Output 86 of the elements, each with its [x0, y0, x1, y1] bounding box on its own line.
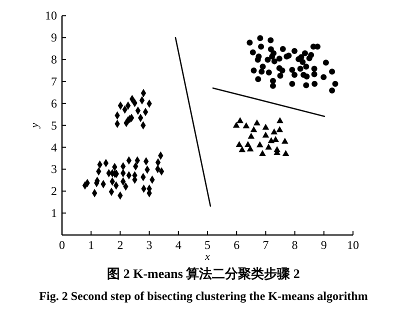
y-axis-title: y [29, 122, 41, 129]
point [236, 141, 243, 148]
point [256, 141, 264, 148]
point [282, 150, 290, 156]
point [311, 71, 318, 78]
y-tick-label: 1 [51, 206, 57, 220]
point [289, 80, 296, 87]
x-tick-label: 1 [88, 238, 94, 252]
point [289, 66, 296, 73]
x-axis-title: x [204, 251, 210, 263]
point [246, 145, 254, 152]
x-tick-label: 3 [146, 238, 152, 252]
y-tick-label: 7 [51, 74, 57, 88]
point [279, 68, 286, 74]
point [269, 53, 276, 60]
point [303, 64, 310, 70]
y-tick-label: 5 [51, 118, 57, 132]
point [258, 44, 264, 50]
point [259, 150, 266, 156]
point [306, 55, 312, 62]
point [297, 66, 304, 72]
point [270, 78, 276, 84]
x-tick-label: 9 [320, 238, 327, 252]
point [268, 137, 275, 144]
text: 图 2 K-means 算法二分聚类步骤 2 [107, 266, 300, 281]
point [246, 40, 253, 46]
point [276, 126, 284, 132]
point [320, 74, 327, 80]
point [270, 82, 276, 89]
point [322, 60, 329, 66]
point [276, 117, 284, 124]
point [244, 141, 252, 148]
point [300, 58, 306, 65]
y-tick-label: 9 [51, 30, 57, 45]
point [260, 64, 266, 70]
x-tick-label: 0 [59, 238, 65, 252]
point [277, 72, 284, 79]
point [242, 122, 250, 128]
y-tick-label: 8 [51, 52, 57, 67]
y-tick-label: 4 [51, 140, 57, 154]
point [250, 49, 256, 56]
point [332, 80, 338, 87]
x-tick-label: 8 [292, 238, 298, 252]
point [265, 144, 272, 150]
y-tick-label: 10 [45, 8, 57, 23]
point [257, 35, 264, 42]
point [282, 138, 288, 144]
point [280, 46, 286, 52]
point [264, 56, 271, 63]
y-tick-label: 6 [51, 96, 57, 110]
point [329, 68, 336, 75]
point [292, 72, 298, 78]
point [255, 76, 262, 82]
point [268, 37, 274, 44]
point [262, 132, 270, 138]
point [248, 132, 255, 139]
point [270, 128, 278, 134]
point [329, 87, 336, 94]
point [302, 50, 308, 56]
point [266, 70, 272, 76]
y-tick-label: 3 [51, 162, 57, 176]
y-tick-label: 2 [51, 184, 57, 198]
x-tick-label: 4 [175, 238, 182, 252]
point [254, 119, 260, 126]
text: Fig. 2 Second step of bisecting clustering the K-means algorithm [39, 289, 368, 303]
x-tick-label: 6 [234, 238, 240, 252]
point [304, 73, 310, 80]
x-tick-label: 5 [204, 238, 210, 252]
point [232, 122, 240, 128]
point [258, 68, 265, 75]
point [238, 146, 246, 152]
x-tick-label: 10 [347, 238, 359, 252]
point [250, 68, 257, 74]
x-tick-label: 7 [262, 238, 269, 252]
point [236, 117, 244, 124]
point [271, 58, 278, 64]
point [311, 66, 318, 72]
x-tick-label: 2 [117, 238, 124, 252]
point [312, 80, 318, 87]
point [108, 188, 114, 196]
point [272, 136, 279, 142]
point [292, 48, 298, 54]
point [250, 126, 258, 132]
point [276, 56, 282, 62]
point [262, 124, 270, 130]
point [303, 82, 310, 88]
